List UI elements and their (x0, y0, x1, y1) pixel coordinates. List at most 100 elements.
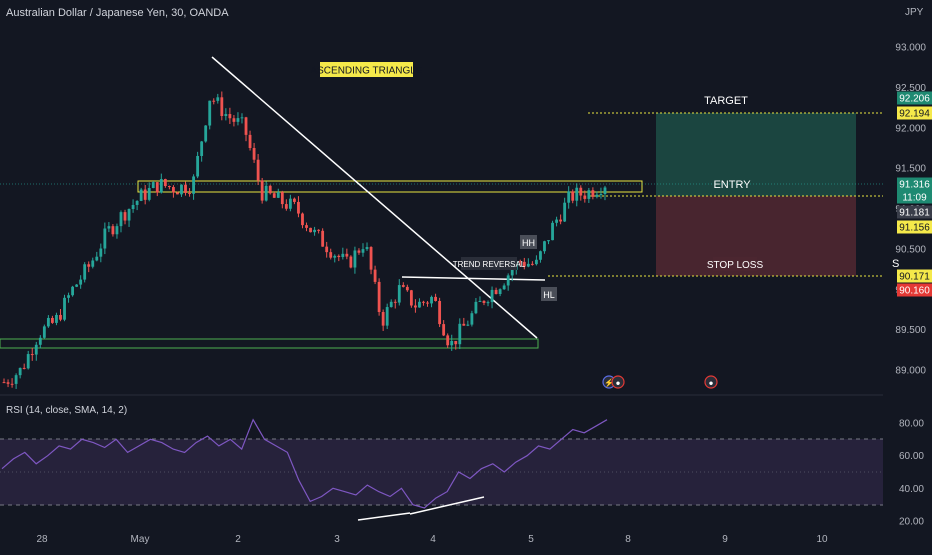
candle-body (83, 264, 87, 280)
candle-body (167, 185, 171, 188)
candle-body (111, 226, 115, 235)
candle-body (478, 300, 482, 302)
candle-body (34, 344, 38, 355)
time-axis[interactable]: 28 May 2 3 4 5 8 9 10 (36, 534, 828, 545)
candle-body (357, 250, 361, 253)
rsi-line (1, 418, 608, 509)
right-edge-letter: S (892, 258, 899, 270)
candle-body (2, 382, 6, 384)
candle-body (401, 285, 405, 287)
candle-body (99, 248, 103, 257)
candle-body (42, 326, 46, 338)
candle-body (147, 188, 151, 200)
candle-body (188, 192, 191, 194)
price-tick-label: 91.500 (895, 164, 926, 175)
price-tag-bg (897, 220, 932, 234)
candle-body (293, 198, 296, 202)
candle-body (414, 305, 417, 308)
candle-body (349, 256, 353, 268)
candle-body (176, 192, 179, 195)
candle-body (474, 301, 478, 314)
candle-body (345, 253, 349, 257)
candle-body (587, 190, 591, 199)
candle-body (490, 289, 494, 303)
candle-body (220, 97, 224, 117)
candle-body (75, 284, 79, 287)
candle-body (333, 255, 337, 258)
candle-body (442, 324, 446, 336)
rsi-tick-label: 60.00 (899, 451, 924, 462)
svg-text:⚡: ⚡ (604, 378, 614, 388)
candle-body (297, 201, 300, 214)
rsi-title[interactable]: RSI (14, close, SMA, 14, 2) (6, 405, 128, 416)
candle-body (317, 229, 321, 231)
time-tick-label: 4 (430, 534, 436, 545)
candle-body (268, 185, 272, 194)
time-tick-label: 3 (334, 534, 340, 545)
candle-body (172, 187, 175, 193)
candle-body (55, 314, 58, 323)
candle-body (288, 198, 292, 209)
stop-label: STOP LOSS (707, 260, 764, 271)
rsi-band (0, 439, 883, 505)
candle-body (341, 253, 345, 258)
trend-reversal-label: TREND REVERSAL (453, 260, 526, 269)
candle-body (139, 189, 143, 201)
time-tick-label: 10 (816, 534, 828, 545)
svg-text:●: ● (709, 379, 714, 388)
price-tag: 91.316 (899, 180, 930, 191)
candle-body (583, 195, 587, 199)
event-icon-2[interactable]: ● (611, 375, 625, 389)
price-tag: 90.160 (899, 286, 930, 297)
candle-body (599, 193, 603, 195)
price-tag: 11:09 (902, 193, 927, 204)
time-tick-label: May (131, 534, 150, 545)
candle-body (216, 97, 220, 101)
trend-reversal-line (401, 276, 546, 281)
price-tick-label: 92.000 (895, 123, 926, 134)
candle-body (446, 335, 450, 346)
price-tag: 91.156 (899, 223, 930, 234)
candle-body (337, 255, 341, 258)
candle-body (260, 180, 264, 201)
time-tick-label: 8 (625, 534, 631, 545)
candle-body (434, 296, 437, 301)
candle-body (430, 296, 433, 304)
candle-body (309, 227, 312, 233)
hh-label: HH (522, 238, 535, 248)
candle-body (462, 323, 466, 326)
candle-body (6, 382, 10, 384)
candle-body (530, 263, 534, 265)
candle-body (119, 212, 123, 227)
candle-body (14, 375, 18, 384)
rsi-divergence-line-2 (409, 496, 485, 515)
event-icon-3[interactable]: ● (704, 375, 718, 389)
price-tick-label: 89.000 (895, 366, 926, 377)
candle-body (91, 260, 95, 267)
pattern-label: ASCENDING TRIANGLE (310, 66, 422, 77)
price-tag: 90.171 (899, 272, 930, 283)
stop-label-bg (713, 257, 757, 271)
candle-body (595, 194, 599, 197)
candle-body (438, 300, 442, 325)
rsi-axis[interactable]: 20.00 40.00 60.00 80.00 (899, 419, 924, 528)
hl-label: HL (543, 290, 555, 300)
candle-body (103, 228, 107, 249)
candle-body (470, 313, 474, 325)
candle-body (353, 250, 357, 268)
candle-body (284, 204, 288, 209)
candle-body (232, 118, 236, 122)
candle-body (184, 184, 187, 193)
candle-body (373, 269, 377, 282)
symbol-title[interactable]: Australian Dollar / Japanese Yen, 30, OA… (6, 7, 229, 19)
candle-body (369, 247, 373, 270)
candle-body (107, 226, 111, 229)
price-tag-bg (897, 269, 932, 283)
candle-body (200, 141, 204, 156)
candle-body (486, 302, 490, 304)
candle-body (502, 285, 506, 290)
candle-body (212, 100, 216, 102)
candle-body (522, 261, 526, 267)
